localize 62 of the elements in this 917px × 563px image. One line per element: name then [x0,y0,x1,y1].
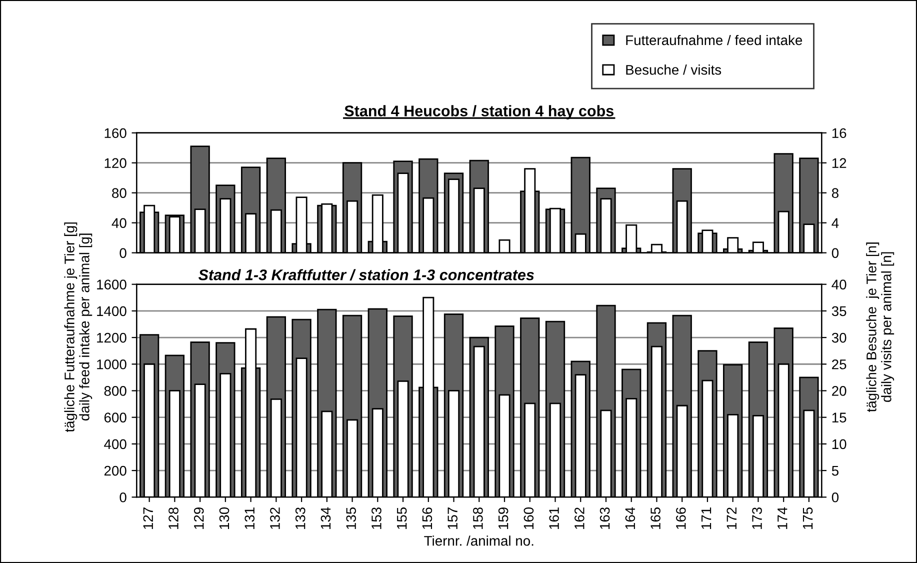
y-tick-label: 600 [104,412,126,422]
chart-title: Stand 1-3 Kraftfutter / station 1-3 concentrates [198,269,534,280]
x-tick-label: 129 [194,508,204,529]
y-tick-label: 400 [104,439,126,450]
x-tick-label: 153 [372,507,382,529]
y-tick-label: 1000 [97,359,126,370]
y2-tick-label: 5 [832,466,838,476]
x-tick-label: 175 [802,507,813,529]
x-tick-label: 133 [295,507,306,529]
y2-tick-label: 0 [832,248,839,258]
y2-tick-label: 30 [832,332,846,343]
y-tick-label: 0 [120,492,126,502]
x-tick-label: 174 [778,507,788,529]
x-tick-label: 171 [702,508,712,529]
x-tick-label: 164 [625,507,636,529]
y2-tick-label: 35 [832,306,846,316]
y2-tick-label: 16 [832,128,846,138]
x-tick-label: 157 [448,508,458,529]
x-tick-label: 172 [726,508,736,529]
legend-label: Futteraufnahme / feed intake [626,34,802,46]
x-axis-title: Tiernr. /animal no. [424,536,534,546]
legend-label: Besuche / visits [626,64,722,75]
x-tick-label: 163 [600,507,610,529]
y-tick-label: 800 [104,386,126,396]
y2-axis-title: tägliche Besuche je Tier [n] daily visits per animal [n] [866,242,894,412]
x-tick-label: 162 [574,508,584,529]
x-tick-label: 166 [676,507,686,529]
x-tick-label: 158 [473,507,483,529]
y-tick-label: 40 [112,218,126,228]
y2-tick-label: 4 [832,218,839,228]
y2-tick-label: 40 [832,280,846,290]
y-tick-label: 160 [104,128,126,138]
x-tick-label: 134 [320,507,331,529]
y-axis-title: tägliche Futteraufnahme je Tier [g] daily feed intake per animal [g] [64,222,92,432]
x-tick-label: 127 [143,508,153,529]
y-tick-label: 1600 [97,280,126,290]
x-tick-label: 155 [397,507,407,529]
x-tick-label: 156 [422,507,432,529]
y-tick-label: 0 [120,248,126,258]
y2-tick-label: 20 [832,386,846,396]
x-tick-label: 165 [650,507,660,529]
x-tick-label: 132 [270,508,280,529]
y-tick-label: 1400 [97,306,126,316]
y2-tick-label: 15 [832,412,846,422]
x-tick-label: 131 [244,508,255,529]
y-tick-label: 80 [112,188,126,198]
y2-tick-label: 12 [832,158,846,168]
x-tick-label: 128 [168,507,178,529]
y2-tick-label: 0 [832,492,839,502]
y-tick-label: 1200 [97,332,126,343]
x-tick-label: 160 [524,507,534,529]
x-tick-label: 130 [219,507,230,529]
x-tick-label: 159 [498,508,508,529]
x-tick-label: 161 [549,508,559,529]
x-tick-label: 173 [752,507,762,529]
y2-tick-label: 10 [832,439,846,450]
y2-tick-label: 25 [832,359,846,370]
chart-title: Stand 4 Heucobs / station 4 hay cobs [344,105,614,120]
y2-tick-label: 8 [832,188,838,198]
y-tick-label: 200 [104,466,126,476]
y-tick-label: 120 [104,158,126,168]
x-tick-label: 135 [346,507,356,529]
